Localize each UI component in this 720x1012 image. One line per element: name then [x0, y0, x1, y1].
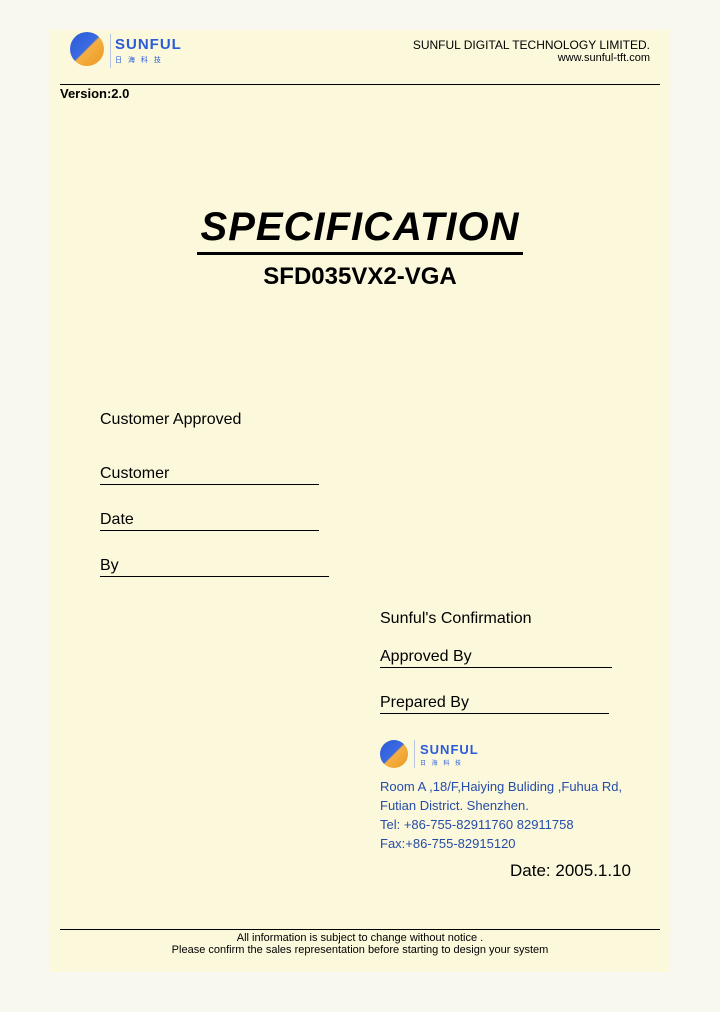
confirmation-heading: Sunful's Confirmation — [380, 610, 635, 628]
document-date: Date: 2005.1.10 — [380, 861, 635, 881]
small-sunful-logo: SUNFUL 日 海 科 技 — [380, 740, 635, 772]
footer: All information is subject to change wit… — [60, 929, 660, 956]
by-row: By — [100, 557, 670, 577]
date-label: Date — [100, 511, 134, 531]
customer-signature-line — [169, 468, 319, 485]
approved-signature-line — [472, 651, 612, 668]
prepared-label: Prepared By — [380, 694, 469, 714]
small-logo-text: SUNFUL — [420, 742, 479, 757]
prepared-signature-line — [469, 697, 609, 714]
spec-title: SPECIFICATION — [197, 205, 524, 255]
address-line2: Futian District. Shenzhen. — [380, 797, 635, 816]
date-row: Date — [100, 511, 670, 531]
company-name: SUNFUL DIGITAL TECHNOLOGY LIMITED. — [413, 38, 650, 52]
customer-label: Customer — [100, 465, 169, 485]
confirmation-block: Sunful's Confirmation Approved By Prepar… — [380, 610, 635, 881]
by-label: By — [100, 557, 119, 577]
header-right: SUNFUL DIGITAL TECHNOLOGY LIMITED. www.s… — [413, 38, 650, 64]
logo-subtext: 日 海 科 技 — [115, 55, 163, 65]
footer-line1: All information is subject to change wit… — [60, 932, 660, 944]
title-block: SPECIFICATION SFD035VX2-VGA — [50, 205, 670, 291]
prepared-row: Prepared By — [380, 694, 635, 714]
small-logo-subtext: 日 海 科 技 — [420, 758, 463, 767]
model-number: SFD035VX2-VGA — [50, 263, 670, 291]
document-page: SUNFUL 日 海 科 技 SUNFUL DIGITAL TECHNOLOGY… — [50, 30, 670, 972]
footer-line2: Please confirm the sales representation … — [60, 944, 660, 956]
header: SUNFUL 日 海 科 技 SUNFUL DIGITAL TECHNOLOGY… — [60, 30, 660, 85]
address-line1: Room A ,18/F,Haiying Buliding ,Fuhua Rd, — [380, 778, 635, 797]
approved-label: Approved By — [380, 648, 472, 668]
approved-row: Approved By — [380, 648, 635, 668]
logo-text: SUNFUL — [115, 36, 182, 53]
logo-separator — [110, 34, 111, 68]
sunful-logo-icon — [70, 32, 108, 70]
fax: Fax:+86-755-82915120 — [380, 835, 635, 854]
telephone: Tel: +86-755-82911760 82911758 — [380, 816, 635, 835]
company-url: www.sunful-tft.com — [413, 52, 650, 64]
customer-approval-block: Customer Approved Customer Date By — [100, 411, 670, 577]
customer-heading: Customer Approved — [100, 411, 670, 429]
customer-row: Customer — [100, 465, 670, 485]
by-signature-line — [119, 560, 329, 577]
small-logo-icon — [380, 740, 408, 768]
date-signature-line — [134, 514, 319, 531]
address-block: Room A ,18/F,Haiying Buliding ,Fuhua Rd,… — [380, 778, 635, 853]
version-label: Version:2.0 — [60, 86, 129, 101]
small-logo-separator — [414, 740, 415, 768]
